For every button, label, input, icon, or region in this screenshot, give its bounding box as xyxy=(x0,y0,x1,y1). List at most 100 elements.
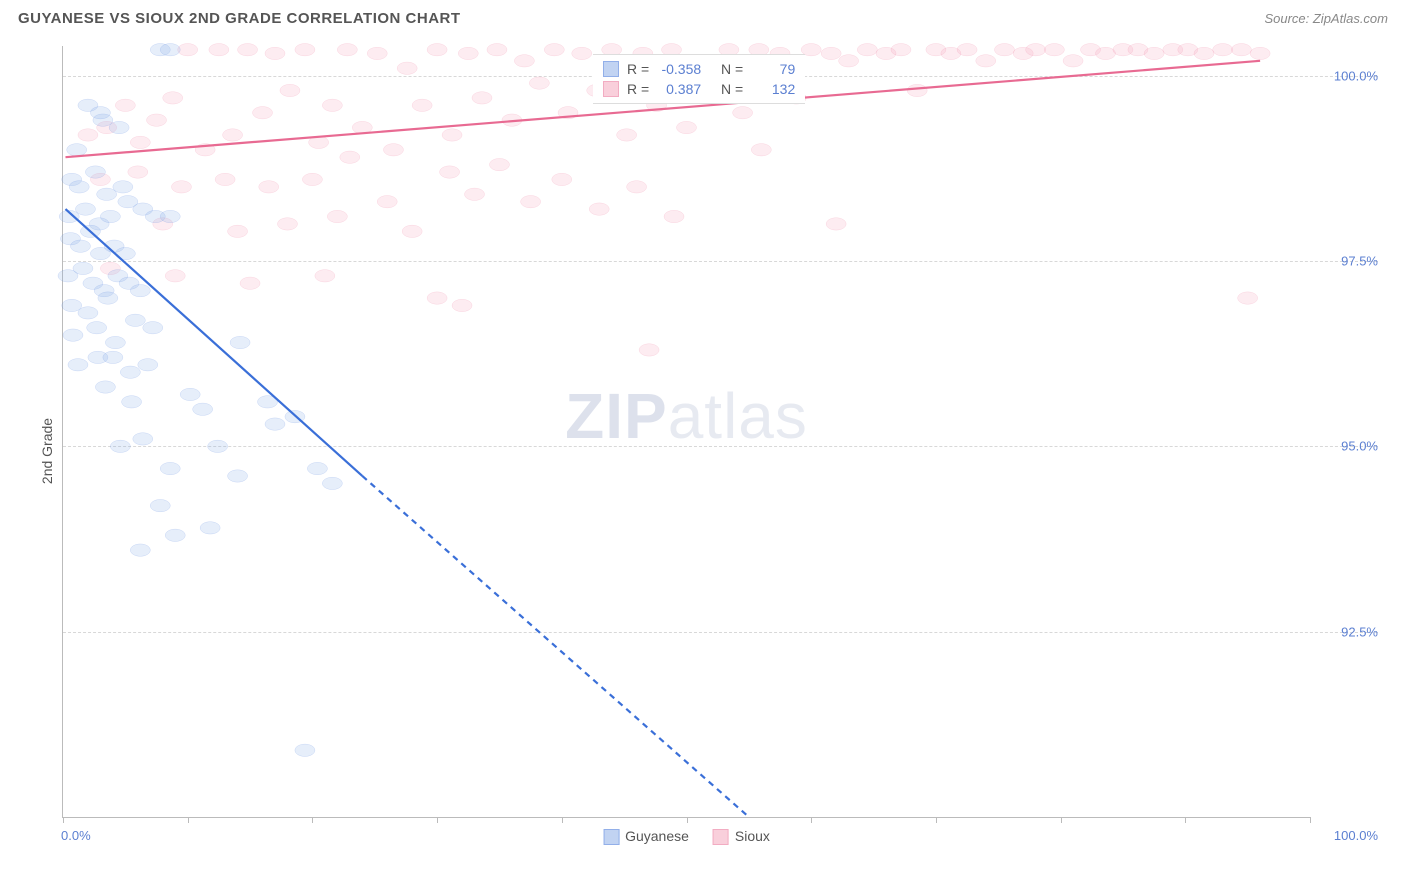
data-point xyxy=(133,433,153,445)
data-point xyxy=(572,47,592,59)
data-point xyxy=(412,99,432,111)
data-point xyxy=(69,181,89,193)
data-point xyxy=(322,99,342,111)
y-tick-label: 95.0% xyxy=(1318,439,1378,454)
data-point xyxy=(160,44,180,56)
x-tick xyxy=(562,817,563,823)
swatch-guyanese xyxy=(603,829,619,845)
data-point xyxy=(839,55,859,67)
data-point xyxy=(109,121,129,133)
data-point xyxy=(130,544,150,556)
data-point xyxy=(397,62,417,74)
data-point xyxy=(487,44,507,56)
x-tick xyxy=(1310,817,1311,823)
r-value-sioux: 0.387 xyxy=(657,81,701,97)
data-point xyxy=(529,77,549,89)
data-point xyxy=(115,99,135,111)
data-point xyxy=(1238,292,1258,304)
swatch-sioux xyxy=(713,829,729,845)
data-point xyxy=(120,366,140,378)
data-point xyxy=(452,299,472,311)
data-point xyxy=(295,44,315,56)
data-point xyxy=(514,55,534,67)
data-point xyxy=(327,210,347,222)
data-point xyxy=(228,470,248,482)
data-point xyxy=(147,114,167,126)
data-point xyxy=(315,270,335,282)
data-point xyxy=(440,166,460,178)
data-point xyxy=(1231,44,1251,56)
data-point xyxy=(1096,47,1116,59)
data-point xyxy=(1063,55,1083,67)
x-axis-label-right: 100.0% xyxy=(1334,828,1378,843)
y-axis-label: 2nd Grade xyxy=(39,418,55,484)
data-point xyxy=(87,322,107,334)
data-point xyxy=(113,181,133,193)
chart-container: 2nd Grade ZIPatlas R = -0.358 N = 79 R =… xyxy=(18,40,1388,862)
data-point xyxy=(240,277,260,289)
data-point xyxy=(465,188,485,200)
data-point xyxy=(62,299,82,311)
data-point xyxy=(180,388,200,400)
data-point xyxy=(193,403,213,415)
data-point xyxy=(377,196,397,208)
data-point xyxy=(228,225,248,237)
data-point xyxy=(103,351,123,363)
data-point xyxy=(165,270,185,282)
data-point xyxy=(215,173,235,185)
legend-label-guyanese: Guyanese xyxy=(625,828,689,844)
x-tick xyxy=(1061,817,1062,823)
data-point xyxy=(265,47,285,59)
data-point xyxy=(521,196,541,208)
data-point xyxy=(160,462,180,474)
source-name: ZipAtlas.com xyxy=(1313,11,1388,26)
x-tick xyxy=(936,817,937,823)
legend-item-sioux: Sioux xyxy=(713,828,770,845)
data-point xyxy=(1250,47,1270,59)
data-point xyxy=(105,336,125,348)
data-point xyxy=(230,336,250,348)
swatch-sioux xyxy=(603,81,619,97)
source-prefix: Source: xyxy=(1264,11,1312,26)
data-point xyxy=(223,129,243,141)
data-point xyxy=(128,166,148,178)
data-point xyxy=(472,92,492,104)
data-point xyxy=(150,499,170,511)
x-tick xyxy=(811,817,812,823)
legend-label-sioux: Sioux xyxy=(735,828,770,844)
data-point xyxy=(68,359,88,371)
data-point xyxy=(337,44,357,56)
data-point xyxy=(253,107,273,119)
n-value-sioux: 132 xyxy=(751,81,795,97)
data-point xyxy=(907,84,927,96)
data-point xyxy=(821,47,841,59)
data-point xyxy=(751,144,771,156)
data-point xyxy=(1044,44,1064,56)
data-point xyxy=(130,284,150,296)
data-point xyxy=(75,203,95,215)
data-point xyxy=(733,107,753,119)
data-point xyxy=(110,440,130,452)
data-point xyxy=(90,107,110,119)
data-point xyxy=(677,121,697,133)
data-point xyxy=(383,144,403,156)
data-point xyxy=(143,322,163,334)
data-point xyxy=(78,129,98,141)
n-label: N = xyxy=(721,81,743,97)
r-label: R = xyxy=(627,81,649,97)
legend-item-guyanese: Guyanese xyxy=(603,828,689,845)
data-point xyxy=(340,151,360,163)
x-tick xyxy=(437,817,438,823)
chart-svg xyxy=(63,46,1310,817)
data-point xyxy=(100,210,120,222)
data-point xyxy=(995,44,1015,56)
data-point xyxy=(627,181,647,193)
y-tick-label: 92.5% xyxy=(1318,624,1378,639)
y-tick-label: 100.0% xyxy=(1318,68,1378,83)
data-point xyxy=(122,396,142,408)
data-point xyxy=(98,292,118,304)
data-point xyxy=(639,344,659,356)
data-point xyxy=(200,522,220,534)
data-point xyxy=(67,144,87,156)
trend-line xyxy=(362,476,749,817)
